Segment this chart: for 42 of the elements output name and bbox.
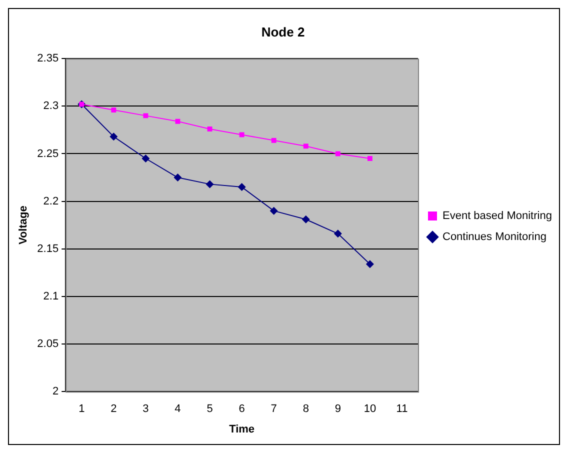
x-tick-label: 3	[142, 403, 149, 416]
point	[367, 156, 372, 161]
point	[335, 151, 340, 156]
point	[207, 126, 212, 132]
point	[271, 138, 276, 143]
point	[110, 132, 118, 141]
x-tick-label: 4	[174, 403, 181, 416]
point	[303, 144, 308, 149]
y-tick-label: 2.2	[43, 195, 59, 208]
x-tick-label: 11	[396, 403, 408, 416]
x-tick-label: 9	[334, 403, 341, 416]
y-tick-label: 2.35	[37, 52, 59, 65]
x-tick-label: 2	[110, 403, 117, 416]
y-tick-label: 2.05	[37, 338, 59, 350]
y-tick-label: 2.15	[37, 242, 59, 255]
point	[334, 230, 342, 238]
point	[175, 118, 180, 124]
x-tick-label: 1	[78, 403, 85, 416]
legend-label: Continues Monitoring	[442, 231, 546, 244]
x-tick-label: 6	[238, 403, 245, 416]
point	[302, 215, 310, 224]
legend-label: Event based Monitring	[442, 210, 552, 222]
y-axis-title: Voltage	[18, 206, 30, 245]
y-tick-label: 2.1	[43, 290, 59, 302]
y-tick-label: 2.3	[43, 100, 59, 112]
point	[142, 154, 150, 162]
point	[238, 183, 246, 192]
chart-title: Node 2	[261, 24, 305, 40]
y-tick-label: 2.25	[37, 148, 59, 160]
point	[366, 260, 374, 268]
point	[174, 174, 182, 182]
point	[206, 180, 214, 188]
point	[239, 132, 244, 138]
x-tick-label: 8	[302, 403, 309, 416]
x-tick-label: 5	[206, 403, 213, 416]
point	[143, 113, 148, 118]
point	[270, 206, 278, 215]
x-tick-label: 7	[270, 403, 277, 416]
point	[111, 108, 116, 112]
x-axis-title: Time	[229, 423, 255, 436]
x-tick-label: 10	[364, 403, 376, 416]
y-tick-label: 2	[52, 386, 59, 398]
